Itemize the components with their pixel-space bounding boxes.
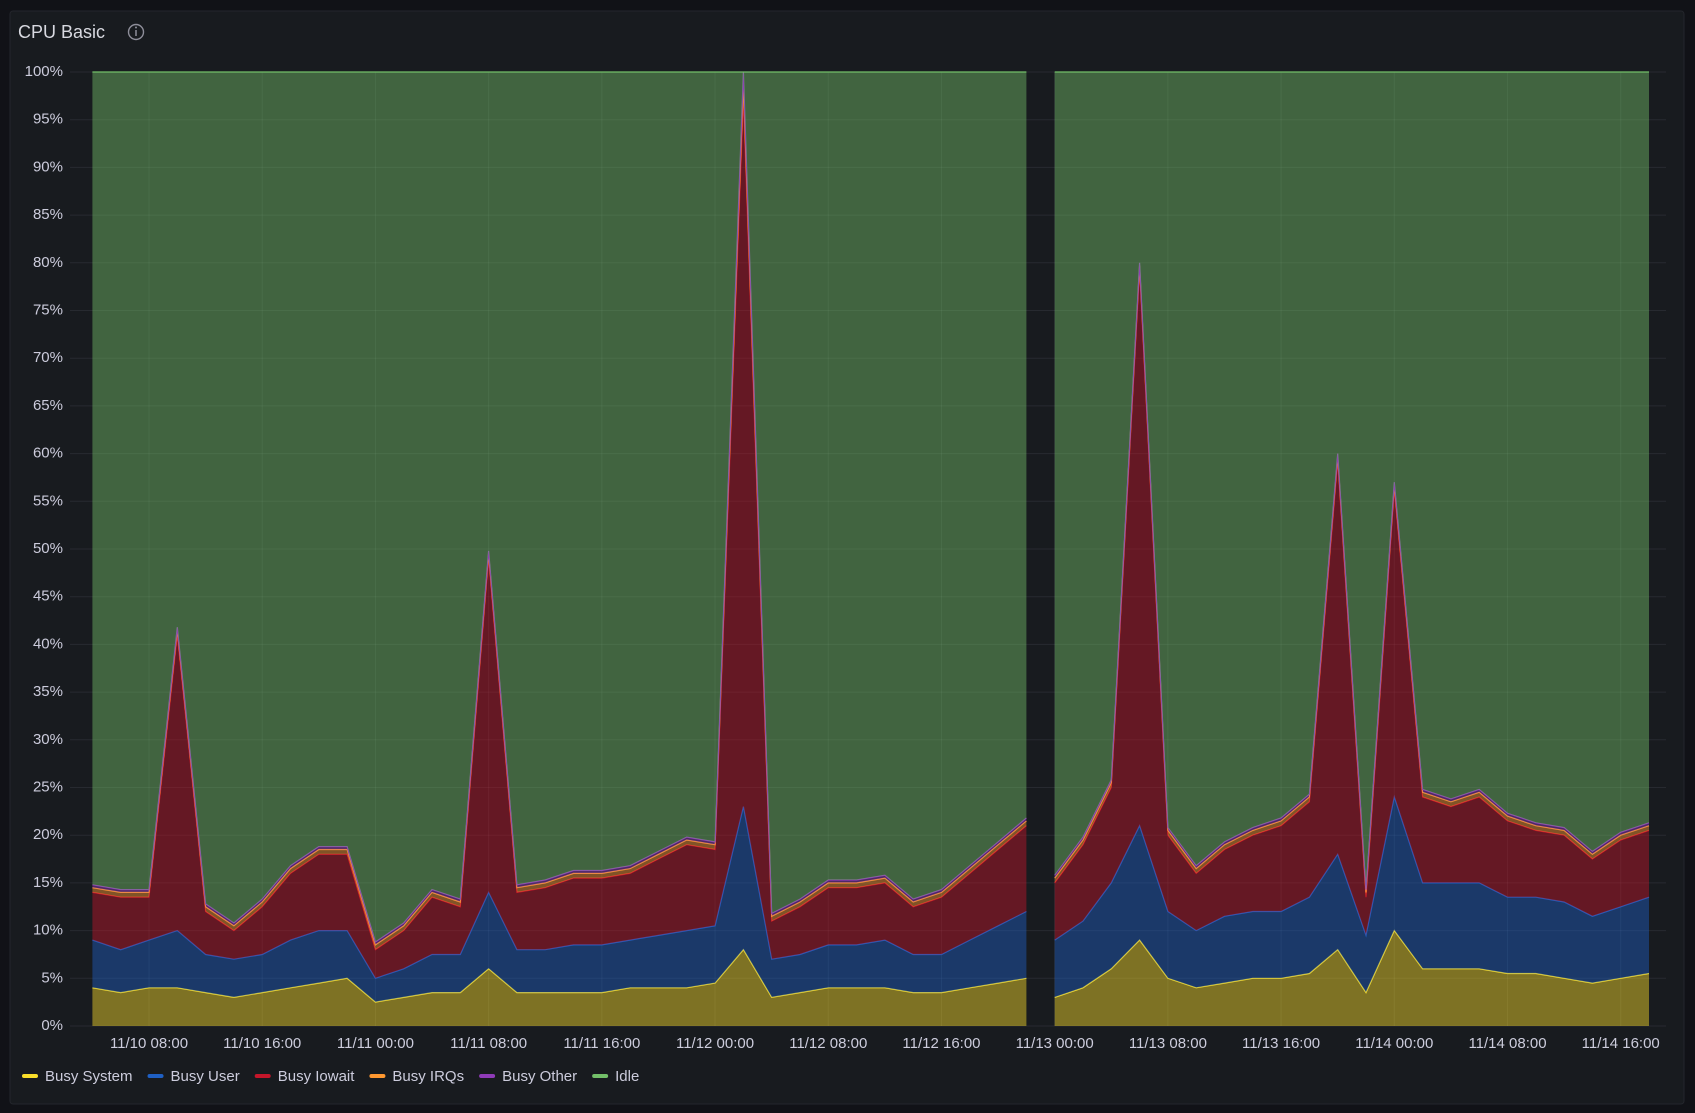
area [92, 98, 1649, 979]
x-tick-label: 11/11 16:00 [563, 1035, 640, 1052]
legend-label: Idle [615, 1068, 639, 1085]
info-circle [127, 23, 145, 41]
legend-label: Busy User [171, 1068, 240, 1085]
legend-item[interactable]: Busy Other [479, 1068, 577, 1085]
y-tick-label: 60% [33, 445, 63, 462]
legend-swatch [592, 1074, 609, 1078]
legend-swatch [147, 1074, 164, 1078]
legend-label: Busy Iowait [278, 1068, 356, 1085]
y-tick-label: 40% [33, 635, 63, 652]
x-tick-label: 11/13 00:00 [1016, 1035, 1094, 1052]
y-tick-label: 15% [33, 874, 63, 891]
y-tick-label: 35% [33, 683, 63, 700]
y-tick-label: 30% [33, 731, 63, 748]
legend-label: Busy System [45, 1068, 133, 1085]
info-icon[interactable] [127, 23, 145, 41]
y-tick-label: 90% [33, 158, 63, 175]
x-tick-label: 11/14 16:00 [1582, 1035, 1660, 1052]
legend-swatch [369, 1074, 386, 1078]
y-tick-label: 10% [33, 922, 63, 939]
x-tick-label: 11/12 16:00 [902, 1035, 980, 1052]
legend-item[interactable]: Busy System [22, 1068, 133, 1085]
legend-swatch [22, 1074, 38, 1078]
legend-label: Busy Other [502, 1068, 577, 1085]
area [92, 72, 1649, 942]
y-tick-label: 55% [33, 492, 63, 509]
chart-title: CPU Basic [18, 22, 105, 42]
area [92, 797, 1649, 1003]
legend-swatch [254, 1074, 271, 1078]
x-tick-label: 11/12 08:00 [789, 1035, 867, 1052]
line [92, 929, 1650, 1003]
legend-item[interactable]: Busy User [147, 1068, 240, 1085]
y-tick-label: 85% [33, 206, 63, 223]
legend-swatch [479, 1074, 496, 1078]
x-tick-label: 11/13 16:00 [1242, 1035, 1320, 1052]
legend-item[interactable]: Busy IRQs [369, 1068, 464, 1085]
x-tick-label: 11/11 08:00 [450, 1035, 527, 1052]
y-tick-label: 45% [33, 588, 63, 605]
x-tick-label: 11/14 00:00 [1355, 1035, 1433, 1052]
y-tick-label: 100% [25, 63, 63, 80]
legend-label: Busy IRQs [392, 1068, 464, 1085]
line [92, 794, 1650, 980]
y-tick-label: 5% [41, 969, 63, 986]
y-tick-label: 65% [33, 397, 63, 414]
y-tick-label: 95% [33, 111, 63, 128]
legend-item[interactable]: Idle [592, 1068, 639, 1085]
info-dot [135, 26, 137, 29]
x-tick-label: 11/14 08:00 [1468, 1035, 1546, 1052]
y-tick-label: 50% [33, 540, 63, 557]
x-tick-label: 11/12 00:00 [676, 1035, 754, 1052]
x-tick-label: 11/10 08:00 [110, 1035, 188, 1052]
y-tick-label: 0% [41, 1017, 63, 1034]
y-tick-label: 20% [33, 826, 63, 843]
line [92, 71, 1650, 943]
area [92, 930, 1649, 1026]
x-tick-label: 11/13 08:00 [1129, 1035, 1207, 1052]
x-tick-label: 11/10 16:00 [223, 1035, 301, 1052]
x-tick-label: 11/11 00:00 [337, 1035, 414, 1052]
y-tick-label: 25% [33, 778, 63, 795]
y-tick-label: 75% [33, 301, 63, 318]
y-tick-label: 70% [33, 349, 63, 366]
y-tick-label: 80% [33, 254, 63, 271]
legend-item[interactable]: Busy Iowait [254, 1068, 356, 1085]
